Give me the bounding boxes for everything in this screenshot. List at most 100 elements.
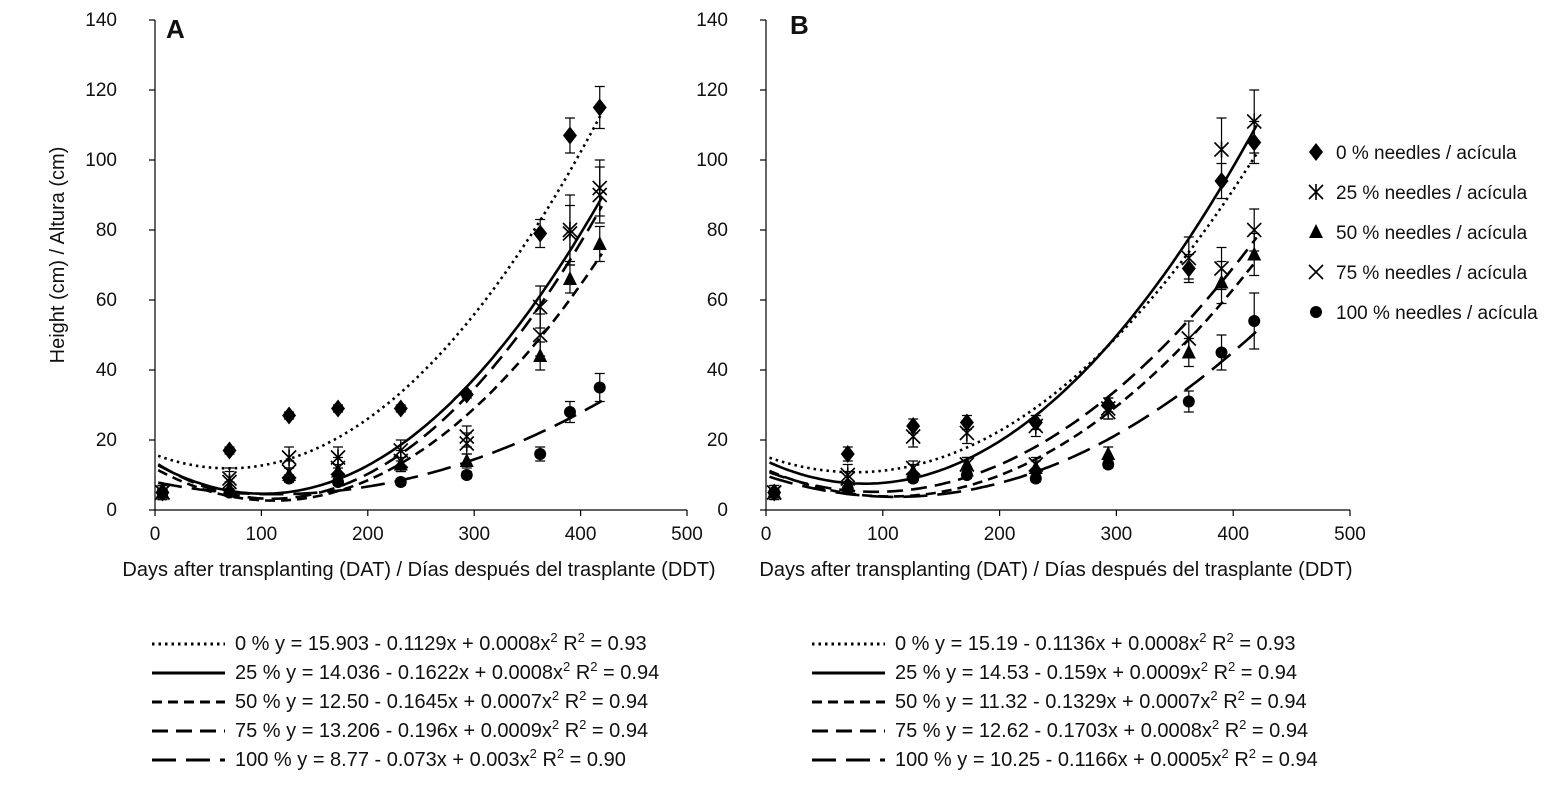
data-point-75 [1100,404,1116,420]
data-point-75 [1246,222,1262,238]
legend-marker-50 [1309,224,1323,238]
x-tick-label: 200 [984,524,1016,545]
y-tick-label: 0 [106,500,117,521]
data-point-0 [222,441,237,460]
data-point-0 [282,406,297,425]
data-point-100 [1182,395,1195,408]
x-tick-label: 0 [150,524,161,545]
data-point-25 [1181,250,1197,266]
legend-label-100: 100 % needles / acícula [1336,303,1538,324]
data-point-100 [534,448,547,460]
x-tick-label: 300 [458,524,490,545]
equation-100: 100 % y = 10.25 - 0.1166x + 0.0005x2 R2 … [895,746,1318,771]
data-point-0 [533,224,548,243]
y-tick-label: 80 [96,220,117,241]
data-point-25 [905,428,921,445]
data-point-50 [592,236,607,250]
y-tick-label: 120 [85,80,117,101]
x-tick-label: 0 [761,524,772,545]
data-point-50 [562,271,577,285]
data-point-25 [959,425,975,441]
data-point-100 [593,381,606,394]
equation-50: 50 % y = 12.50 - 0.1645x + 0.0007x2 R2 =… [235,688,648,713]
trend-line-25 [768,124,1258,485]
data-point-0 [331,399,346,418]
data-point-100 [563,406,576,418]
legend-label-25: 25 % needles / acícula [1336,183,1528,204]
data-point-75 [221,470,238,487]
data-point-100 [156,486,169,499]
data-point-100 [1029,472,1042,485]
x-axis-title: Days after transplanting (DAT) / Días de… [759,559,1352,581]
data-point-100 [460,469,473,481]
data-point-100 [283,472,296,485]
data-point-0 [840,445,855,463]
equation-75: 75 % y = 12.62 - 0.1703x + 0.0008x2 R2 =… [895,717,1308,742]
data-point-100 [223,486,236,499]
equation-0: 0 % y = 15.19 - 0.1136x + 0.0008x2 R2 = … [895,630,1295,655]
y-tick-label: 80 [707,220,728,241]
data-point-100 [768,486,781,499]
y-tick-label: 60 [96,290,117,311]
x-tick-label: 500 [1334,524,1366,545]
y-tick-label: 20 [707,430,728,451]
legend-label-75: 75 % needles / acícula [1336,263,1528,284]
panel-label: B [790,10,809,40]
data-point-0 [459,385,474,404]
equation-0: 0 % y = 15.903 - 0.1129x + 0.0008x2 R2 =… [235,630,647,655]
data-point-0 [592,98,607,117]
data-point-25 [1213,141,1230,158]
data-point-75 [840,470,856,487]
data-point-100 [394,476,407,488]
x-tick-label: 400 [565,524,597,545]
equation-25: 25 % y = 14.53 - 0.159x + 0.0009x2 R2 = … [895,659,1297,684]
trend-line-0 [769,153,1258,474]
y-tick-label: 140 [85,10,117,31]
x-tick-label: 300 [1101,524,1133,545]
y-tick-label: 100 [85,150,117,171]
equation-50: 50 % y = 11.32 - 0.1329x + 0.0007x2 R2 =… [895,688,1307,713]
legend-marker-100 [1310,306,1322,318]
data-point-75 [459,428,475,445]
data-point-75 [1181,330,1197,347]
data-point-100 [907,472,920,485]
equation-100: 100 % y = 8.77 - 0.073x + 0.003x2 R2 = 0… [235,746,626,771]
y-tick-label: 0 [717,500,728,521]
trend-line-0 [157,112,604,470]
x-axis-title: Days after transplanting (DAT) / Días de… [122,559,715,581]
data-point-75 [393,453,409,469]
y-tick-label: 100 [696,150,728,171]
y-tick-label: 40 [96,360,117,381]
data-point-75 [562,225,578,242]
x-tick-label: 100 [246,524,278,545]
legend-marker-25 [1308,184,1324,200]
equation-75: 75 % y = 13.206 - 0.196x + 0.0009x2 R2 =… [235,717,648,742]
data-point-25 [1246,113,1262,130]
x-tick-label: 200 [352,524,384,545]
equation-25: 25 % y = 14.036 - 0.1622x + 0.0008x2 R2 … [235,659,659,684]
data-point-75 [532,327,548,343]
y-axis-title: Height (cm) / Altura (cm) [47,147,69,364]
chart-panel-a: 0 20 40 60 80 100 120 140 0 100 200 300 400 500 A Days … [47,10,716,771]
trend-line-50 [769,259,1258,498]
chart-panel-b: 0 20 40 60 80 100 120 140 0 100 200 300 400 500 B Days … [696,10,1366,771]
panel-label: A [166,14,185,44]
data-point-75 [905,460,921,476]
data-point-50 [1101,446,1116,460]
legend-label-50: 50 % needles / acícula [1336,223,1528,244]
data-point-100 [1248,315,1261,327]
data-point-75 [330,460,346,476]
data-point-100 [1102,458,1115,471]
legend-marker-0 [1309,143,1323,161]
trend-line-50 [157,252,603,502]
data-point-100 [332,476,345,488]
x-tick-label: 500 [671,524,703,545]
data-point-50 [1247,246,1262,261]
y-tick-label: 120 [696,80,728,101]
y-tick-label: 20 [96,430,117,451]
trend-line-100 [769,330,1258,499]
legend-label-0: 0 % needles / acícula [1336,143,1517,164]
legend: 0 % needles / acícula 25 % needles / acíc… [1308,143,1538,324]
x-tick-label: 400 [1217,524,1249,545]
